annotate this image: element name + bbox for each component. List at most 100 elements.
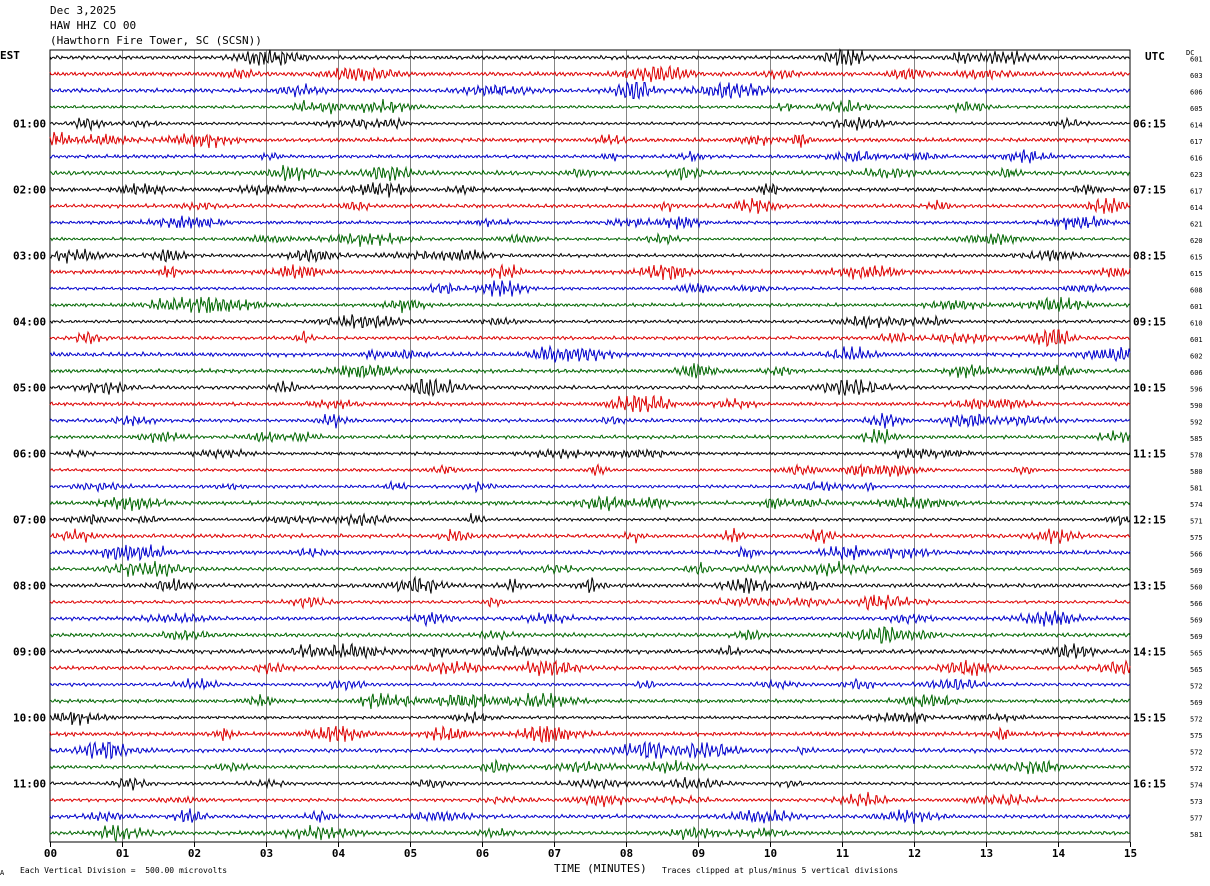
x-tick-label: 14: [1052, 847, 1066, 860]
dc-offset-label: 575: [1190, 534, 1203, 542]
dc-offset-label: 572: [1190, 765, 1203, 773]
seismic-trace: [49, 824, 1131, 843]
plot-date: Dec 3,2025: [50, 4, 117, 17]
dc-offset-label: 606: [1190, 369, 1203, 377]
dc-offset-label: 572: [1190, 749, 1203, 757]
seismic-trace: [49, 642, 1131, 660]
x-tick-label: 03: [260, 847, 273, 860]
utc-hour-label: 13:15: [1133, 580, 1166, 593]
est-hour-label: 11:00: [13, 778, 46, 791]
seismic-trace: [49, 280, 1131, 297]
x-tick-label: 05: [404, 847, 417, 860]
est-hour-label: 03:00: [13, 250, 46, 263]
seismic-trace: [49, 314, 1131, 330]
dc-offset-label: 569: [1190, 633, 1203, 641]
seismic-trace: [50, 544, 1131, 562]
x-tick-label: 10: [764, 847, 777, 860]
dc-offset-label: 573: [1190, 798, 1203, 806]
seismic-trace: [49, 263, 1131, 281]
dc-offset-label: 581: [1190, 831, 1203, 839]
dc-offset-label: 569: [1190, 567, 1203, 575]
seismic-trace: [49, 677, 1131, 692]
seismic-trace: [49, 394, 1131, 413]
dc-offset-label: 601: [1190, 336, 1203, 344]
dc-offset-label: 615: [1190, 270, 1203, 278]
seismic-trace: [49, 64, 1131, 83]
seismic-trace: [49, 711, 1131, 726]
est-hour-label: 01:00: [13, 118, 46, 131]
seismic-trace: [49, 610, 1131, 628]
seismic-trace: [49, 808, 1131, 824]
dc-offset-label: 572: [1190, 683, 1203, 691]
dc-offset-label: 565: [1190, 666, 1203, 674]
seismic-trace: [49, 149, 1131, 164]
utc-hour-label: 16:15: [1133, 778, 1166, 791]
x-tick-label: 13: [980, 847, 993, 860]
utc-hour-label: 11:15: [1133, 448, 1166, 461]
seismic-trace: [49, 248, 1131, 264]
dc-header-label: DC: [1186, 49, 1195, 57]
dc-offset-label: 565: [1190, 650, 1203, 658]
seismic-trace: [49, 232, 1131, 247]
est-hour-label: 09:00: [13, 646, 46, 659]
seismic-trace: [49, 164, 1131, 182]
dc-offset-label: 571: [1190, 518, 1203, 526]
x-tick-label: 01: [116, 847, 130, 860]
dc-offset-label: 608: [1190, 287, 1203, 295]
seismic-trace: [49, 740, 1131, 760]
seismic-trace: [49, 197, 1131, 214]
utc-hour-label: 08:15: [1133, 250, 1166, 263]
x-tick-label: 02: [188, 847, 201, 860]
seismic-trace: [49, 512, 1131, 527]
dc-offset-label: 602: [1190, 353, 1203, 361]
utc-hour-label: 09:15: [1133, 316, 1166, 329]
vertical-scale-note: Each Vertical Division = 500.00 microvol…: [20, 866, 228, 875]
utc-hour-label: 06:15: [1133, 118, 1166, 131]
clipping-note: Traces clipped at plus/minus 5 vertical …: [662, 866, 899, 875]
corner-mark: A: [0, 869, 5, 877]
seismic-trace: [49, 377, 1131, 397]
seismic-trace: [49, 725, 1131, 744]
dc-offset-label: 580: [1190, 468, 1203, 476]
seismic-trace: [49, 479, 1131, 494]
utc-hour-label: 12:15: [1133, 514, 1166, 527]
est-hour-label: 05:00: [13, 382, 46, 395]
seismic-trace: [49, 659, 1131, 677]
seismic-trace: [49, 527, 1131, 545]
dc-offset-label: 566: [1190, 551, 1203, 559]
dc-offset-label: 592: [1190, 419, 1203, 427]
dc-offset-label: 617: [1190, 188, 1203, 196]
seismic-trace: [49, 692, 1131, 710]
x-tick-label: 00: [44, 847, 57, 860]
seismic-trace: [49, 758, 1131, 775]
dc-offset-label: 601: [1190, 303, 1203, 311]
dc-offset-label: 620: [1190, 237, 1203, 245]
x-tick-label: 09: [692, 847, 705, 860]
dc-offset-label: 575: [1190, 732, 1203, 740]
dc-offset-label: 566: [1190, 600, 1203, 608]
dc-offset-label: 614: [1190, 204, 1203, 212]
seismic-trace: [49, 363, 1131, 379]
dc-offset-label: 610: [1190, 320, 1203, 328]
dc-offset-label: 569: [1190, 617, 1203, 625]
est-hour-label: 06:00: [13, 448, 46, 461]
utc-hour-label: 10:15: [1133, 382, 1166, 395]
dc-offset-label: 606: [1190, 89, 1203, 97]
seismic-trace: [49, 428, 1131, 445]
dc-offset-label: 572: [1190, 716, 1203, 724]
dc-offset-label: 605: [1190, 105, 1203, 113]
seismic-trace: [49, 344, 1131, 363]
x-axis-title: TIME (MINUTES): [554, 862, 647, 875]
x-tick-label: 06: [476, 847, 490, 860]
dc-offset-label: 623: [1190, 171, 1203, 179]
x-tick-label: 12: [908, 847, 921, 860]
dc-offset-label: 596: [1190, 386, 1203, 394]
dc-offset-label: 578: [1190, 452, 1203, 460]
dc-offset-label: 574: [1190, 501, 1203, 509]
dc-offset-label: 569: [1190, 699, 1203, 707]
dc-offset-label: 621: [1190, 221, 1203, 229]
utc-hour-label: 14:15: [1133, 646, 1166, 659]
plot-frame: [49, 49, 1131, 843]
dc-offset-label: 617: [1190, 138, 1203, 146]
dc-offset-label: 614: [1190, 122, 1203, 130]
